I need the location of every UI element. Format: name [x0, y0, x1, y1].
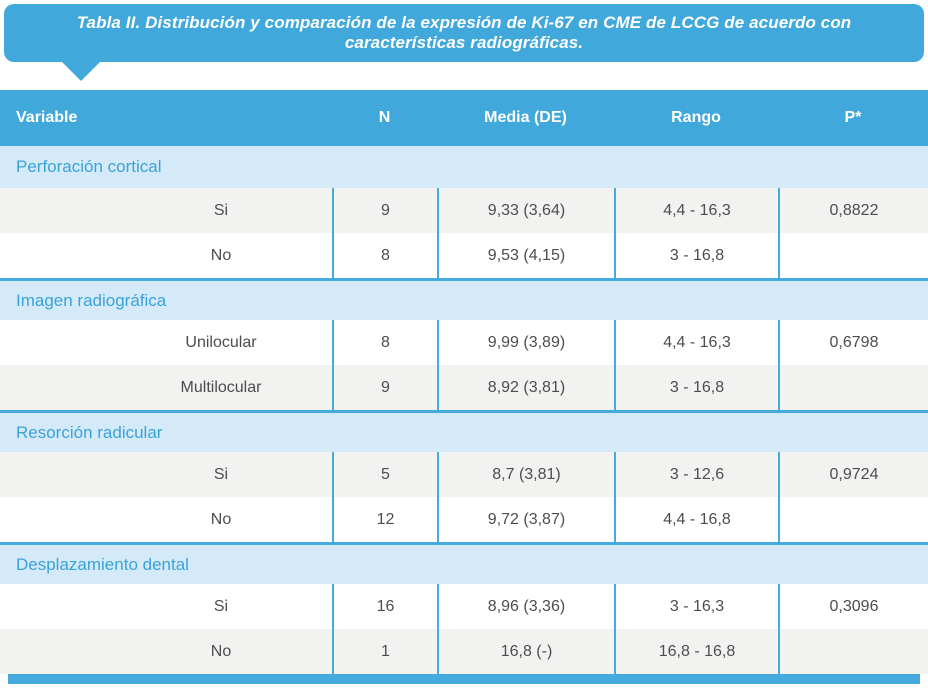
cell-media: 9,72 (3,87): [437, 497, 614, 542]
table-title-banner: Tabla II. Distribución y comparación de …: [4, 4, 924, 62]
section-row-desplazamiento-dental: Desplazamiento dental: [0, 542, 928, 584]
table-row: Unilocular 8 9,99 (3,89) 4,4 - 16,3 0,67…: [0, 320, 928, 365]
cell-media: 9,99 (3,89): [437, 320, 614, 365]
cell-rango: 16,8 - 16,8: [614, 629, 778, 674]
cell-n: 9: [332, 365, 437, 410]
table-bottom-rule: [8, 674, 920, 684]
cell-variable: Unilocular: [185, 333, 257, 351]
cell-media: 8,96 (3,36): [437, 584, 614, 629]
table-row: Si 16 8,96 (3,36) 3 - 16,3 0,3096: [0, 584, 928, 629]
cell-variable: Si: [213, 597, 229, 615]
section-row-perforacion-cortical: Perforación cortical: [0, 146, 928, 188]
column-header-variable: Variable: [16, 109, 78, 126]
cell-n: 1: [332, 629, 437, 674]
cell-n: 12: [332, 497, 437, 542]
cell-media: 9,53 (4,15): [437, 233, 614, 278]
table-row: No 12 9,72 (3,87) 4,4 - 16,8: [0, 497, 928, 542]
cell-rango: 3 - 12,6: [614, 452, 778, 497]
cell-media: 8,92 (3,81): [437, 365, 614, 410]
cell-variable: Si: [213, 465, 229, 483]
cell-n: 5: [332, 452, 437, 497]
table-row: Multilocular 9 8,92 (3,81) 3 - 16,8: [0, 365, 928, 410]
cell-variable: No: [210, 510, 232, 528]
cell-n: 9: [332, 188, 437, 233]
cell-rango: 4,4 - 16,3: [614, 320, 778, 365]
section-label: Imagen radiográfica: [16, 290, 167, 310]
section-label: Resorción radicular: [16, 422, 163, 442]
table-header-row: Variable N Media (DE) Rango P*: [0, 90, 928, 146]
cell-rango: 4,4 - 16,8: [614, 497, 778, 542]
cell-p: 0,6798: [778, 320, 928, 365]
cell-n: 8: [332, 233, 437, 278]
cell-variable: No: [210, 246, 232, 264]
cell-p: 0,9724: [778, 452, 928, 497]
section-label: Desplazamiento dental: [16, 554, 189, 574]
column-header-media: Media (DE): [484, 109, 567, 126]
cell-p: 0,3096: [778, 584, 928, 629]
section-row-imagen-radiografica: Imagen radiográfica: [0, 278, 928, 320]
cell-variable: Multilocular: [180, 378, 262, 396]
cell-rango: 3 - 16,8: [614, 365, 778, 410]
table-row: No 1 16,8 (-) 16,8 - 16,8: [0, 629, 928, 674]
cell-n: 16: [332, 584, 437, 629]
column-header-p: P*: [844, 109, 862, 126]
column-header-rango: Rango: [671, 109, 721, 126]
section-label: Perforación cortical: [16, 157, 162, 176]
cell-media: 8,7 (3,81): [437, 452, 614, 497]
table-title: Tabla II. Distribución y comparación de …: [76, 13, 852, 52]
cell-media: 16,8 (-): [437, 629, 614, 674]
cell-rango: 3 - 16,3: [614, 584, 778, 629]
table-row: No 8 9,53 (4,15) 3 - 16,8: [0, 233, 928, 278]
cell-variable: No: [210, 642, 232, 660]
cell-media: 9,33 (3,64): [437, 188, 614, 233]
cell-p: 0,8822: [778, 188, 928, 233]
cell-rango: 4,4 - 16,3: [614, 188, 778, 233]
cell-rango: 3 - 16,8: [614, 233, 778, 278]
cell-p: [778, 629, 928, 674]
cell-p: [778, 365, 928, 410]
section-row-resorcion-radicular: Resorción radicular: [0, 410, 928, 452]
cell-p: [778, 233, 928, 278]
column-header-n: N: [378, 109, 391, 126]
cell-n: 8: [332, 320, 437, 365]
cell-variable: Si: [213, 201, 229, 219]
table-row: Si 9 9,33 (3,64) 4,4 - 16,3 0,8822: [0, 188, 928, 233]
table-row: Si 5 8,7 (3,81) 3 - 12,6 0,9724: [0, 452, 928, 497]
banner-tail-pointer: [62, 62, 100, 81]
cell-p: [778, 497, 928, 542]
